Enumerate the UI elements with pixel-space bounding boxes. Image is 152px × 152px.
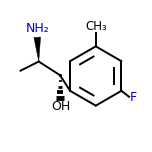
Text: CH₃: CH₃ <box>85 20 107 33</box>
Text: F: F <box>130 91 137 104</box>
Text: NH₂: NH₂ <box>26 22 50 35</box>
Text: OH: OH <box>51 100 70 113</box>
Polygon shape <box>34 37 41 62</box>
